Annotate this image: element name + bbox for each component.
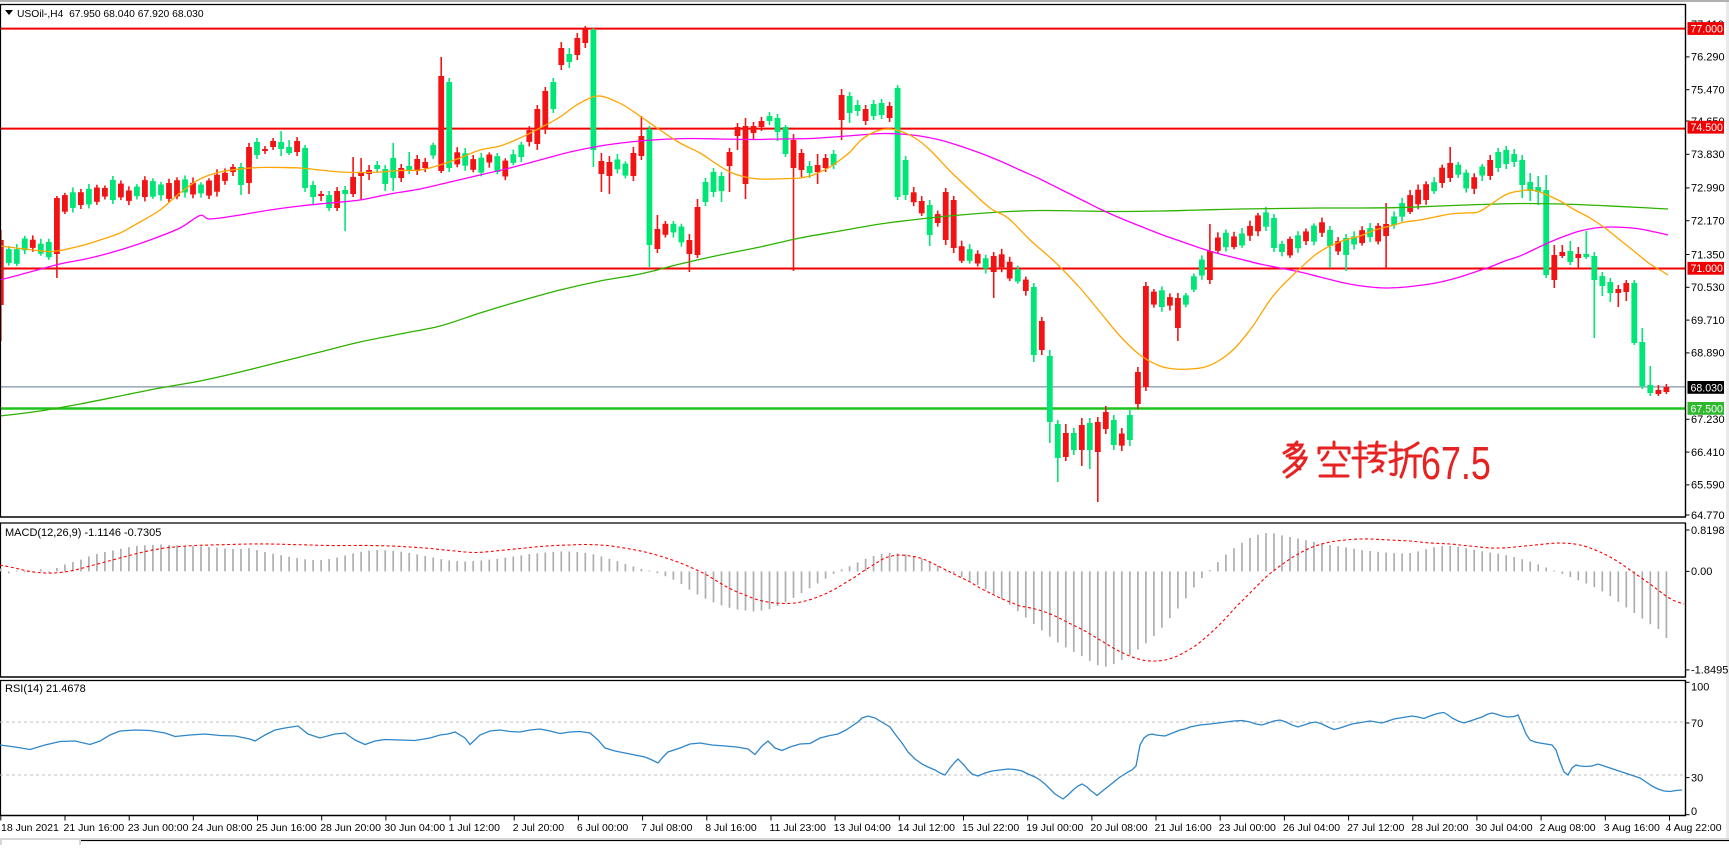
- svg-text:71.000: 71.000: [1691, 263, 1724, 275]
- svg-text:19 Jul 00:00: 19 Jul 00:00: [1026, 822, 1083, 834]
- svg-text:69.710: 69.710: [1691, 315, 1725, 327]
- svg-text:65.590: 65.590: [1691, 480, 1725, 492]
- svg-text:7 Jul 08:00: 7 Jul 08:00: [641, 822, 693, 834]
- svg-text:23 Jul 00:00: 23 Jul 00:00: [1219, 822, 1276, 834]
- svg-text:67.230: 67.230: [1691, 414, 1725, 426]
- svg-text:28 Jun 20:00: 28 Jun 20:00: [320, 822, 381, 834]
- svg-text:71.350: 71.350: [1691, 249, 1725, 261]
- svg-text:0.8198: 0.8198: [1691, 525, 1725, 537]
- svg-text:2 Jul 20:00: 2 Jul 20:00: [513, 822, 565, 834]
- svg-text:26 Jul 04:00: 26 Jul 04:00: [1283, 822, 1340, 834]
- svg-text:28 Jul 20:00: 28 Jul 20:00: [1411, 822, 1468, 834]
- svg-text:30: 30: [1691, 772, 1703, 784]
- svg-text:23 Jun 00:00: 23 Jun 00:00: [128, 822, 189, 834]
- svg-text:18 Jun 2021: 18 Jun 2021: [1, 822, 59, 834]
- svg-text:2 Aug 08:00: 2 Aug 08:00: [1540, 822, 1596, 834]
- svg-text:21 Jun 16:00: 21 Jun 16:00: [64, 822, 125, 834]
- svg-text:13 Jul 04:00: 13 Jul 04:00: [834, 822, 891, 834]
- svg-text:USOil-,H4 67.950 68.040 67.92: USOil-,H4 67.950 68.040 67.920 68.030: [17, 9, 204, 20]
- svg-text:72.170: 72.170: [1691, 216, 1725, 228]
- svg-text:68.030: 68.030: [1691, 382, 1724, 394]
- svg-text:70.530: 70.530: [1691, 282, 1725, 294]
- svg-text:21 Jul 16:00: 21 Jul 16:00: [1155, 822, 1212, 834]
- svg-text:64.770: 64.770: [1691, 510, 1725, 522]
- svg-text:1 Jul 12:00: 1 Jul 12:00: [449, 822, 501, 834]
- svg-text:74.500: 74.500: [1691, 122, 1724, 134]
- svg-text:72.990: 72.990: [1691, 183, 1725, 195]
- svg-text:68.890: 68.890: [1691, 348, 1725, 360]
- svg-text:100: 100: [1691, 682, 1709, 694]
- svg-text:MACD(12,26,9) -1.1146 -0.7305: MACD(12,26,9) -1.1146 -0.7305: [5, 527, 161, 539]
- svg-text:4 Aug 22:00: 4 Aug 22:00: [1666, 822, 1722, 834]
- svg-text:77.000: 77.000: [1691, 23, 1724, 35]
- svg-text:8 Jul 16:00: 8 Jul 16:00: [705, 822, 757, 834]
- svg-text:11 Jul 23:00: 11 Jul 23:00: [770, 822, 827, 834]
- svg-text:-1.8495: -1.8495: [1691, 665, 1728, 677]
- svg-text:30 Jun 04:00: 30 Jun 04:00: [384, 822, 445, 834]
- svg-text:67.500: 67.500: [1691, 403, 1724, 415]
- svg-text:24 Jun 08:00: 24 Jun 08:00: [192, 822, 253, 834]
- svg-text:27 Jul 12:00: 27 Jul 12:00: [1347, 822, 1404, 834]
- svg-text:3 Aug 16:00: 3 Aug 16:00: [1604, 822, 1660, 834]
- svg-text:25 Jun 16:00: 25 Jun 16:00: [256, 822, 317, 834]
- svg-text:66.410: 66.410: [1691, 447, 1725, 459]
- svg-text:6 Jul 00:00: 6 Jul 00:00: [577, 822, 629, 834]
- svg-text:30 Jul 04:00: 30 Jul 04:00: [1475, 822, 1532, 834]
- svg-text:20 Jul 08:00: 20 Jul 08:00: [1090, 822, 1147, 834]
- svg-text:RSI(14) 21.4678: RSI(14) 21.4678: [5, 683, 86, 695]
- svg-text:0: 0: [1691, 806, 1697, 818]
- svg-text:75.470: 75.470: [1691, 85, 1725, 97]
- svg-text:67.5: 67.5: [1421, 438, 1491, 489]
- svg-text:14 Jul 12:00: 14 Jul 12:00: [898, 822, 955, 834]
- svg-text:15 Jul 22:00: 15 Jul 22:00: [962, 822, 1019, 834]
- svg-text:0.00: 0.00: [1691, 566, 1712, 578]
- svg-text:76.290: 76.290: [1691, 52, 1725, 64]
- svg-text:70: 70: [1691, 718, 1703, 730]
- svg-text:73.830: 73.830: [1691, 149, 1725, 161]
